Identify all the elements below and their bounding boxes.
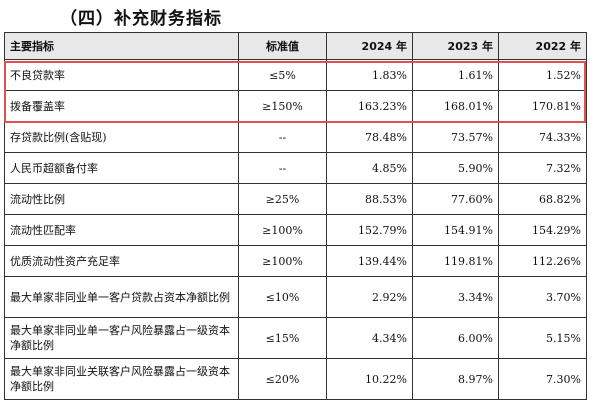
value-2024: 163.23% — [326, 90, 413, 122]
value-2023: 73.57% — [412, 121, 499, 153]
value-2022: 170.81% — [498, 90, 587, 122]
value-2022: 74.33% — [498, 121, 587, 153]
standard-value: -- — [238, 121, 327, 153]
table-row: 流动性匹配率 ≥100% 152.79% 154.91% 154.29% — [4, 214, 587, 246]
value-2024: 139.44% — [326, 245, 413, 277]
value-2023: 3.34% — [412, 276, 499, 318]
financial-indicators-table: 主要指标 标准值 2024 年 2023 年 2022 年 不良贷款率 ≤5% … — [4, 32, 587, 400]
value-2024: 152.79% — [326, 214, 413, 246]
indicator-name: 拨备覆盖率 — [4, 90, 239, 122]
standard-value: ≥100% — [238, 214, 327, 246]
value-2023: 8.97% — [412, 358, 499, 400]
table-row: 最大单家非同业单一客户贷款占资本净额比例 ≤10% 2.92% 3.34% 3.… — [4, 276, 587, 318]
header-indicator: 主要指标 — [4, 32, 239, 60]
standard-value: -- — [238, 152, 327, 184]
header-2024: 2024 年 — [326, 32, 413, 60]
table-header-row: 主要指标 标准值 2024 年 2023 年 2022 年 — [4, 32, 587, 60]
value-2023: 168.01% — [412, 90, 499, 122]
table-row: 最大单家非同业单一客户风险暴露占一级资本净额比例 ≤15% 4.34% 6.00… — [4, 317, 587, 359]
indicator-name: 流动性比例 — [4, 183, 239, 215]
value-2022: 7.30% — [498, 358, 587, 400]
standard-value: ≤10% — [238, 276, 327, 318]
standard-value: ≤20% — [238, 358, 327, 400]
table-row: 拨备覆盖率 ≥150% 163.23% 168.01% 170.81% — [4, 90, 587, 122]
header-2022: 2022 年 — [498, 32, 587, 60]
value-2023: 1.61% — [412, 59, 499, 91]
value-2023: 5.90% — [412, 152, 499, 184]
standard-value: ≥25% — [238, 183, 327, 215]
value-2022: 1.52% — [498, 59, 587, 91]
standard-value: ≤5% — [238, 59, 327, 91]
indicator-name: 人民币超额备付率 — [4, 152, 239, 184]
table-row: 优质流动性资产充足率 ≥100% 139.44% 119.81% 112.26% — [4, 245, 587, 277]
table-row: 最大单家非同业关联客户风险暴露占一级资本净额比例 ≤20% 10.22% 8.9… — [4, 358, 587, 400]
indicator-name: 流动性匹配率 — [4, 214, 239, 246]
value-2022: 68.82% — [498, 183, 587, 215]
value-2024: 4.34% — [326, 317, 413, 359]
table-row: 存贷款比例(含贴现) -- 78.48% 73.57% 74.33% — [4, 121, 587, 153]
value-2024: 88.53% — [326, 183, 413, 215]
section-title: （四）补充财务指标 — [60, 9, 222, 29]
value-2024: 4.85% — [326, 152, 413, 184]
value-2023: 119.81% — [412, 245, 499, 277]
value-2022: 7.32% — [498, 152, 587, 184]
value-2024: 1.83% — [326, 59, 413, 91]
standard-value: ≥100% — [238, 245, 327, 277]
table-row: 人民币超额备付率 -- 4.85% 5.90% 7.32% — [4, 152, 587, 184]
value-2023: 154.91% — [412, 214, 499, 246]
value-2023: 77.60% — [412, 183, 499, 215]
value-2024: 78.48% — [326, 121, 413, 153]
standard-value: ≥150% — [238, 90, 327, 122]
standard-value: ≤15% — [238, 317, 327, 359]
indicator-name: 存贷款比例(含贴现) — [4, 121, 239, 153]
value-2022: 112.26% — [498, 245, 587, 277]
indicator-name: 不良贷款率 — [4, 59, 239, 91]
value-2024: 2.92% — [326, 276, 413, 318]
table-row: 流动性比例 ≥25% 88.53% 77.60% 68.82% — [4, 183, 587, 215]
value-2022: 154.29% — [498, 214, 587, 246]
indicator-name: 优质流动性资产充足率 — [4, 245, 239, 277]
indicator-name: 最大单家非同业关联客户风险暴露占一级资本净额比例 — [4, 358, 239, 400]
value-2022: 3.70% — [498, 276, 587, 318]
indicator-name: 最大单家非同业单一客户风险暴露占一级资本净额比例 — [4, 317, 239, 359]
indicator-name: 最大单家非同业单一客户贷款占资本净额比例 — [4, 276, 239, 318]
value-2022: 5.15% — [498, 317, 587, 359]
header-2023: 2023 年 — [412, 32, 499, 60]
value-2023: 6.00% — [412, 317, 499, 359]
table-row: 不良贷款率 ≤5% 1.83% 1.61% 1.52% — [4, 59, 587, 91]
value-2024: 10.22% — [326, 358, 413, 400]
header-standard: 标准值 — [238, 32, 327, 60]
